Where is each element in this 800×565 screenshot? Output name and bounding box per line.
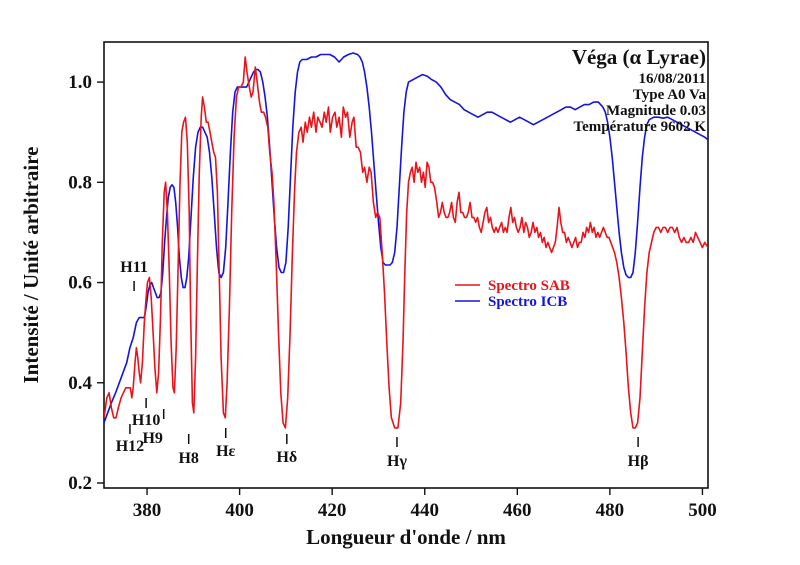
line-marker-label: Hγ xyxy=(387,453,407,470)
series-line-sab xyxy=(104,56,708,429)
legend: Spectro SAB Spectro ICB xyxy=(455,278,570,310)
series-line-icb xyxy=(104,52,708,424)
line-marker-label: H9 xyxy=(142,430,162,447)
line-marker-label: H11 xyxy=(120,259,148,276)
legend-label-sab: Spectro SAB xyxy=(488,278,570,294)
info-title: Véga (α Lyrae) xyxy=(572,45,706,69)
info-magnitude: Magnitude 0.03 xyxy=(606,103,706,119)
x-tick-label: 440 xyxy=(410,500,439,521)
legend-label-icb: Spectro ICB xyxy=(488,294,567,310)
line-marker-label: H12 xyxy=(116,438,144,455)
y-tick-label: 0.2 xyxy=(68,473,92,494)
series-group xyxy=(104,52,708,429)
info-box: Véga (α Lyrae) 16/08/2011 Type A0 Va Mag… xyxy=(572,45,707,135)
line-marker-label: Hδ xyxy=(276,449,297,466)
x-tick-label: 460 xyxy=(503,500,532,521)
line-marker-label: H8 xyxy=(178,450,198,467)
x-tick-label: 480 xyxy=(596,500,625,521)
line-marker-label: H10 xyxy=(132,412,160,429)
info-type: Type A0 Va xyxy=(633,87,707,103)
y-axis-title: Intensité / Unité arbitraire xyxy=(19,147,43,384)
line-marker-label: Hβ xyxy=(628,453,649,470)
x-tick-label: 420 xyxy=(318,500,347,521)
y-tick-label: 1.0 xyxy=(68,72,92,93)
y-axis: 0.2 0.4 0.6 0.8 1.0 xyxy=(68,72,104,494)
info-date: 16/08/2011 xyxy=(638,71,706,87)
x-tick-label: 400 xyxy=(225,500,254,521)
y-tick-label: 0.8 xyxy=(68,172,92,193)
y-tick-label: 0.6 xyxy=(68,273,92,294)
x-axis-title: Longueur d'onde / nm xyxy=(306,525,506,549)
x-axis: 380 400 420 440 460 480 500 xyxy=(133,488,717,521)
line-marker-label: Hε xyxy=(216,443,235,460)
plot-frame xyxy=(103,41,709,489)
x-tick-label: 500 xyxy=(688,500,717,521)
x-tick-label: 380 xyxy=(133,500,162,521)
y-tick-label: 0.4 xyxy=(68,373,92,394)
info-temperature: Température 9602 K xyxy=(574,119,707,135)
